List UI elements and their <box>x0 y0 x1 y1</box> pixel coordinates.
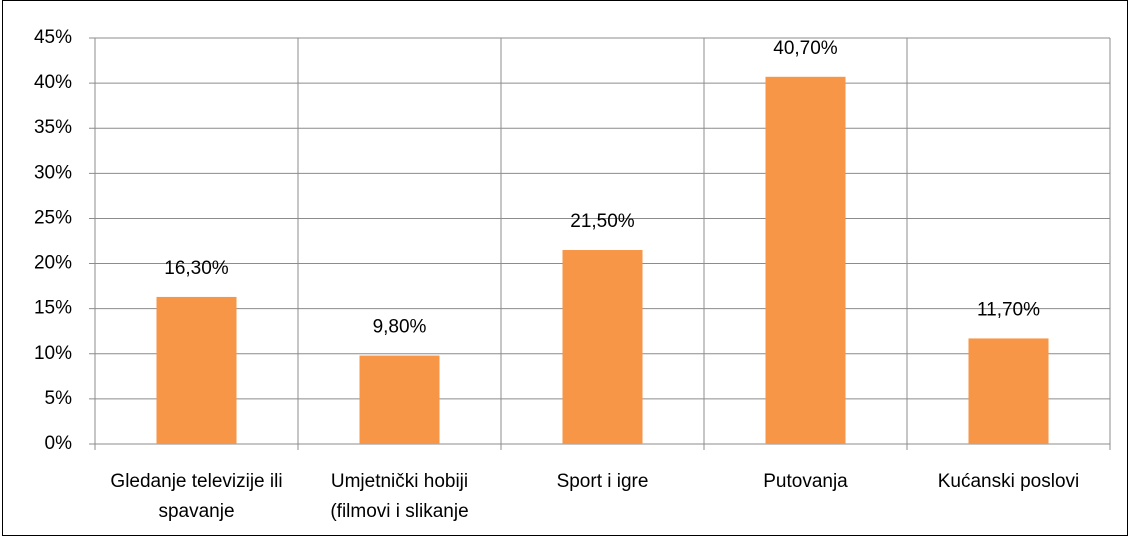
y-tick-label: 45% <box>34 27 72 48</box>
x-tick-label: Kućanski poslovi <box>938 471 1080 492</box>
y-tick-label: 40% <box>34 72 72 93</box>
x-tick-label: Putovanja <box>763 471 848 492</box>
y-tick-label: 30% <box>34 162 72 183</box>
x-tick-label: Umjetnički hobiji (filmovi i slikanje <box>330 471 468 522</box>
y-tick-label: 5% <box>45 388 73 409</box>
bar <box>156 296 237 444</box>
y-tick-label: 0% <box>45 433 73 454</box>
y-tick-label: 10% <box>34 343 72 364</box>
y-tick-label: 15% <box>34 298 72 319</box>
bar <box>359 355 440 444</box>
data-label: 9,80% <box>373 317 427 338</box>
data-label: 21,50% <box>570 211 635 232</box>
y-tick-label: 35% <box>34 117 72 138</box>
y-tick-label: 20% <box>34 253 72 274</box>
x-tick-label: Sport i igre <box>557 471 649 492</box>
x-tick-label: Gledanje televizije ili spavanje <box>110 471 282 522</box>
data-label: 16,30% <box>164 258 229 279</box>
bar <box>765 76 846 444</box>
data-label: 40,70% <box>773 38 838 59</box>
y-tick-label: 25% <box>34 207 72 228</box>
data-label: 11,70% <box>977 299 1040 320</box>
bar <box>968 338 1049 444</box>
bar <box>562 250 643 444</box>
